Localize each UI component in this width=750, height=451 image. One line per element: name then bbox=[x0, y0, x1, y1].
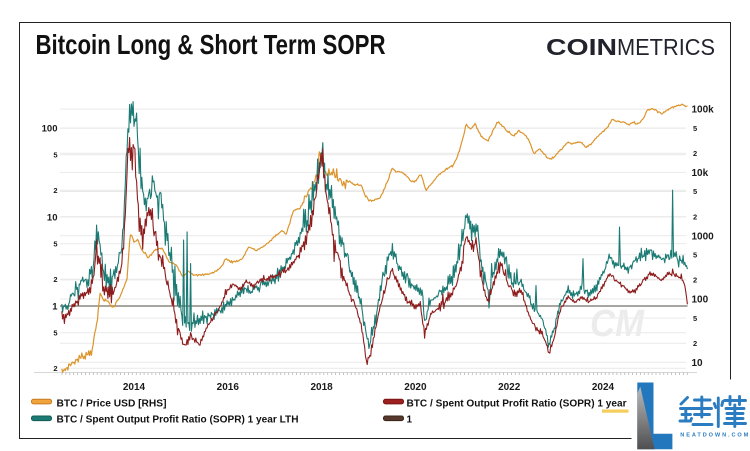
svg-text:Bitcoin Long & Short Term SOPR: Bitcoin Long & Short Term SOPR bbox=[36, 29, 386, 60]
svg-text:5: 5 bbox=[693, 187, 697, 196]
svg-text:100k: 100k bbox=[692, 105, 715, 116]
svg-text:CM: CM bbox=[590, 303, 645, 345]
svg-text:2018: 2018 bbox=[310, 382, 333, 393]
svg-text:5: 5 bbox=[53, 151, 57, 160]
svg-text:2: 2 bbox=[53, 275, 57, 284]
svg-text:10: 10 bbox=[692, 358, 704, 369]
svg-text:1: 1 bbox=[407, 415, 413, 426]
svg-text:2: 2 bbox=[53, 364, 57, 373]
svg-text:2: 2 bbox=[693, 276, 697, 285]
svg-text:10k: 10k bbox=[692, 168, 709, 179]
svg-text:2: 2 bbox=[693, 339, 697, 348]
svg-text:BTC / Spent Output Profit Rati: BTC / Spent Output Profit Ratio (SOPR) 1… bbox=[57, 415, 299, 426]
svg-text:COIN: COIN bbox=[546, 34, 617, 60]
svg-text:100: 100 bbox=[42, 123, 58, 134]
svg-text:1000: 1000 bbox=[692, 231, 715, 242]
svg-text:BTC / Spent Output Profit Rati: BTC / Spent Output Profit Ratio (SOPR) 1… bbox=[407, 399, 627, 410]
svg-text:BTC / Price USD [RHS]: BTC / Price USD [RHS] bbox=[57, 399, 167, 410]
svg-text:1: 1 bbox=[52, 301, 58, 312]
svg-text:100: 100 bbox=[692, 295, 709, 306]
svg-text:METRICS: METRICS bbox=[617, 34, 715, 60]
svg-text:2020: 2020 bbox=[404, 382, 427, 393]
svg-text:2024: 2024 bbox=[592, 382, 615, 393]
svg-text:2: 2 bbox=[693, 149, 697, 158]
svg-text:2016: 2016 bbox=[217, 382, 240, 393]
svg-text:5: 5 bbox=[693, 314, 697, 323]
svg-text:5: 5 bbox=[53, 329, 57, 338]
svg-text:2: 2 bbox=[53, 186, 57, 195]
svg-text:5: 5 bbox=[693, 124, 697, 133]
svg-text:2014: 2014 bbox=[123, 382, 146, 393]
svg-text:NEATDOWN.COM: NEATDOWN.COM bbox=[680, 433, 750, 439]
svg-text:2022: 2022 bbox=[498, 382, 521, 393]
svg-text:5: 5 bbox=[53, 240, 57, 249]
svg-text:10: 10 bbox=[47, 212, 58, 223]
svg-text:2: 2 bbox=[693, 212, 697, 221]
svg-text:5: 5 bbox=[693, 251, 697, 260]
